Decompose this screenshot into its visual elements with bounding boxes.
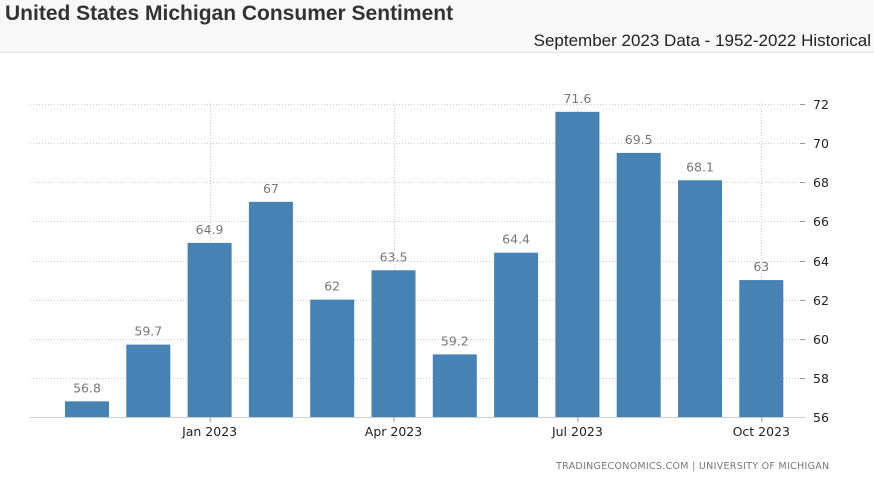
bar-value-label: 67 (263, 181, 279, 196)
y-tick-label: 60 (813, 332, 829, 347)
bar-value-label: 59.2 (441, 333, 469, 348)
bar (248, 201, 293, 417)
y-tick-label: 66 (813, 214, 829, 229)
source-attribution: TRADINGECONOMICS.COM | UNIVERSITY OF MIC… (556, 461, 830, 472)
bar-value-label: 69.5 (625, 132, 653, 147)
bar (310, 299, 355, 417)
y-tick-label: 72 (813, 97, 829, 112)
bar (65, 401, 109, 417)
bar-value-label: 64.9 (196, 222, 224, 237)
bar-value-label: 71.6 (563, 91, 591, 106)
y-tick-label: 62 (813, 293, 829, 308)
bar (739, 280, 784, 417)
bar-value-label: 56.8 (73, 380, 101, 395)
bar-value-label: 59.7 (134, 324, 162, 339)
bar (432, 354, 477, 417)
chart-subtitle: September 2023 Data - 1952-2022 Historic… (533, 31, 871, 50)
bar-value-label: 64.4 (502, 232, 530, 247)
bar (678, 180, 722, 417)
bar (371, 270, 416, 417)
x-tick-label: Oct 2023 (733, 424, 790, 439)
chart-title: United States Michigan Consumer Sentimen… (5, 2, 454, 25)
chart-area: 56 58 60 62 64 66 68 70 72 56.8 59.7 64.9 67 62 63.5 59… (0, 53, 874, 497)
y-tick-label: 58 (813, 371, 829, 386)
bar (126, 344, 171, 417)
y-tick-label: 70 (813, 136, 829, 151)
bar-value-label: 68.1 (686, 159, 714, 174)
x-tick-label: Apr 2023 (365, 424, 422, 439)
header-bar: United States Michigan Consumer Sentimen… (0, 0, 874, 53)
bar-chart: 56 58 60 62 64 66 68 70 72 56.8 59.7 64.9 67 62 63.5 59… (30, 91, 829, 439)
x-tick-label: Jul 2023 (551, 424, 603, 439)
y-tick-label: 56 (813, 410, 829, 425)
bar (616, 152, 661, 417)
bar (494, 252, 539, 417)
y-tick-label: 68 (813, 175, 829, 190)
bar-value-label: 63 (753, 259, 769, 274)
bar-value-label: 62 (324, 279, 340, 294)
y-tick-label: 64 (813, 254, 829, 269)
bar (187, 242, 232, 417)
x-tick-label: Jan 2023 (181, 424, 237, 439)
bar (555, 111, 600, 417)
bar-value-label: 63.5 (380, 249, 408, 264)
